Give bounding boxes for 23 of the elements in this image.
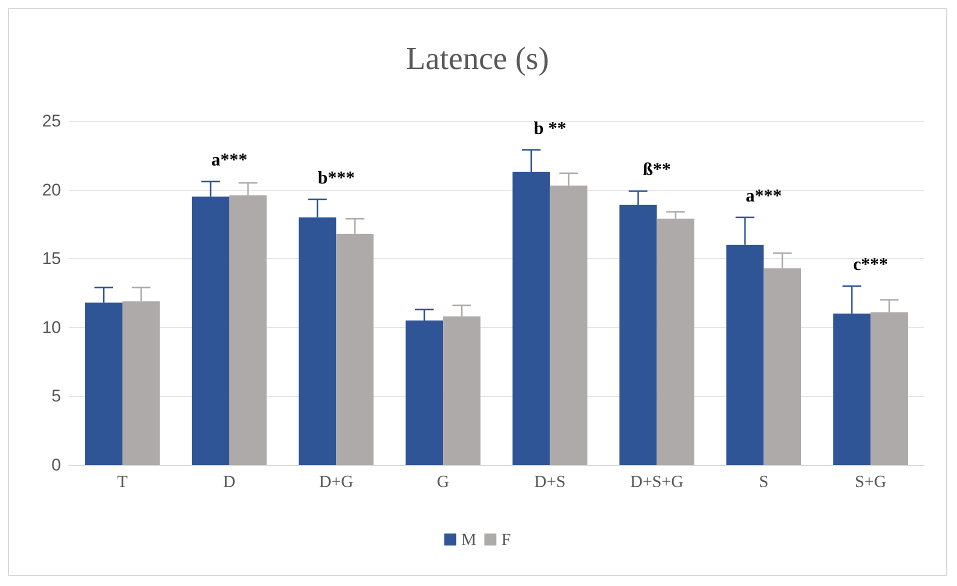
annotation: a*** — [746, 185, 782, 206]
y-tick-label: 25 — [42, 112, 61, 130]
x-tick-label: D — [223, 472, 236, 491]
annotation: c*** — [853, 254, 888, 274]
y-tick-label: 0 — [52, 456, 61, 474]
y-tick-label: 15 — [42, 249, 61, 268]
x-tick-label: S — [758, 472, 768, 491]
x-tick-label: D+S+G — [630, 472, 684, 491]
legend-label: F — [501, 530, 511, 549]
x-tick-label: S+G — [854, 472, 886, 491]
y-tick-label: 5 — [52, 386, 61, 406]
annotation: a*** — [211, 150, 248, 170]
y-tick-label: 20 — [42, 180, 61, 200]
annotation: ß** — [642, 159, 671, 180]
y-tick-label: 10 — [42, 318, 61, 337]
legend-label: M — [461, 530, 476, 549]
x-tick-label: T — [117, 472, 128, 491]
annotation: b ** — [534, 118, 566, 138]
annotation: b*** — [318, 167, 355, 188]
x-tick-label: D+S — [534, 472, 566, 491]
x-tick-label: D+G — [319, 472, 354, 491]
x-tick-label: G — [436, 472, 450, 491]
chart-title: Latence (s) — [406, 40, 550, 76]
